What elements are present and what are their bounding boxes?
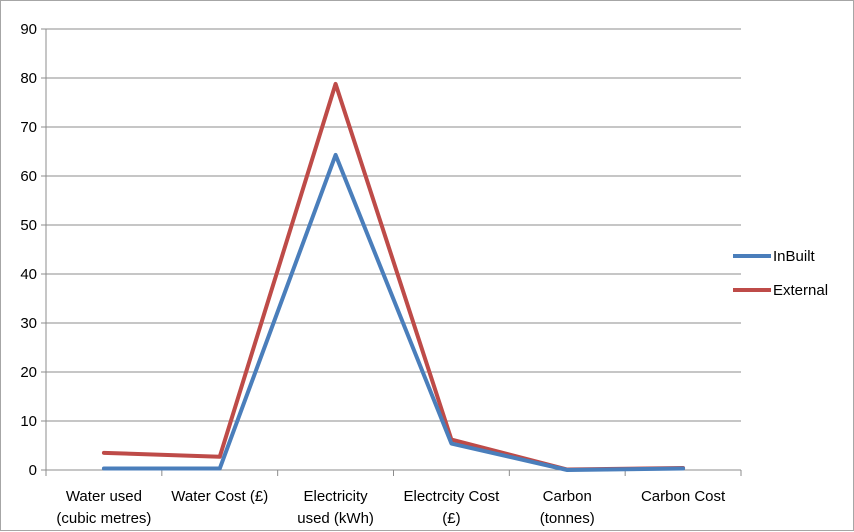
x-tick-label: Carbon (tonnes) — [540, 488, 595, 527]
x-tick-label-line: Carbon — [543, 488, 592, 505]
y-tick-label: 30 — [20, 315, 37, 332]
x-tick-labels: Water used (cubic metres) Water Cost (£) El… — [56, 488, 726, 527]
gridlines — [46, 28, 741, 422]
series-line-external — [101, 81, 686, 472]
x-tick-label-line: used (kWh) — [297, 510, 374, 527]
x-tick-label-line: (£) — [442, 510, 460, 527]
y-tick-label: 0 — [29, 462, 37, 479]
x-tick-label-line: (cubic metres) — [56, 510, 151, 527]
y-tick-label: 90 — [20, 21, 37, 38]
x-tick-label-line: (tonnes) — [540, 510, 595, 527]
x-tick-label-line: Electricity — [303, 488, 368, 505]
y-tick-labels: 0 10 20 30 40 50 60 70 80 90 — [20, 21, 37, 479]
x-tick-label-line: Carbon Cost — [641, 488, 726, 505]
x-tick-label-line: Electrcity Cost — [403, 488, 500, 505]
y-tick-label: 50 — [20, 217, 37, 234]
y-tick-label: 70 — [20, 119, 37, 136]
series-lines — [101, 81, 686, 472]
legend-label-external: External — [773, 282, 828, 299]
legend-label-inbuilt: InBuilt — [773, 248, 816, 265]
x-tick-label: Water used (cubic metres) — [56, 488, 151, 527]
y-tick-label: 40 — [20, 266, 37, 283]
y-tick-label: 10 — [20, 413, 37, 430]
x-tick-label: Electricity used (kWh) — [297, 488, 374, 527]
y-tick-label: 60 — [20, 168, 37, 185]
legend: InBuilt External — [733, 248, 828, 299]
y-tick-label: 20 — [20, 364, 37, 381]
x-tick-label: Water Cost (£) — [171, 488, 268, 505]
y-tick-label: 80 — [20, 70, 37, 87]
x-tick-label-line: Water used — [66, 488, 142, 505]
x-tick-label-line: Water Cost (£) — [171, 488, 268, 505]
x-tick-label: Electrcity Cost (£) — [403, 488, 500, 527]
x-tick-label: Carbon Cost — [641, 488, 726, 505]
series-line-inbuilt — [101, 152, 686, 472]
